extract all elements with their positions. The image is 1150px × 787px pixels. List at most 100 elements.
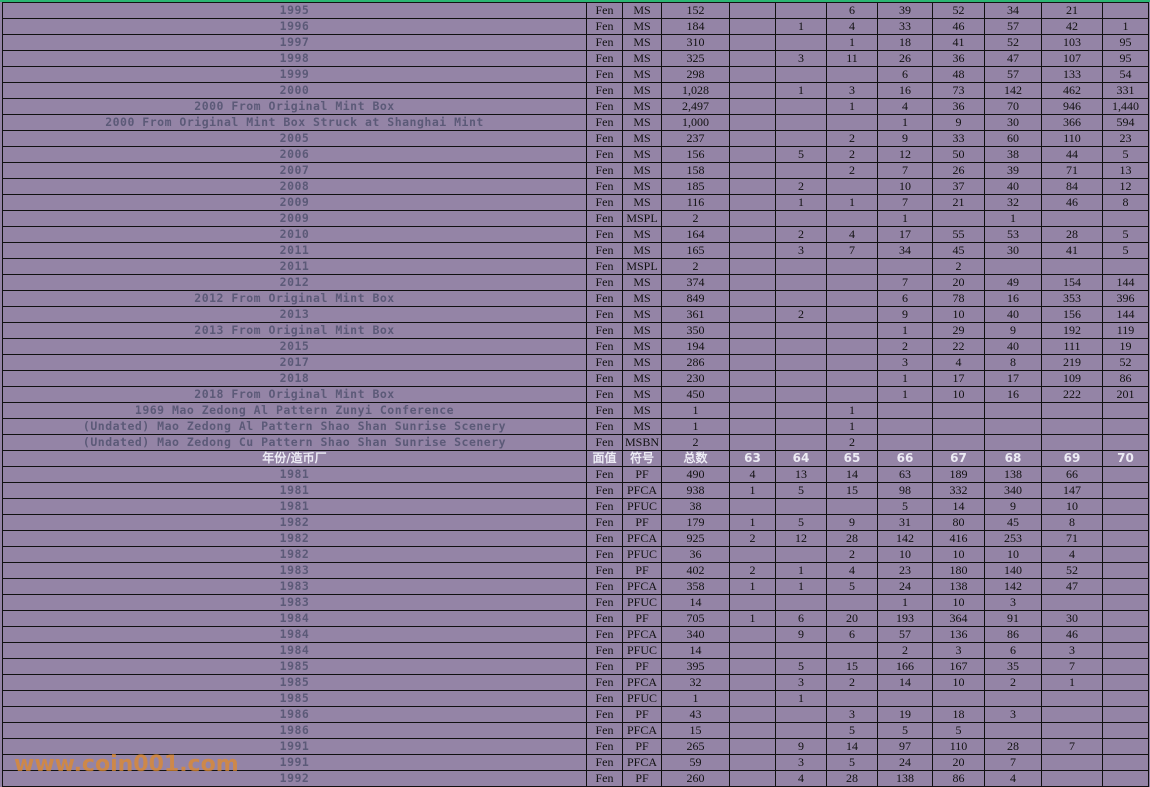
cell-g68[interactable]: 60 bbox=[984, 130, 1042, 147]
cell-g68[interactable]: 49 bbox=[984, 274, 1042, 291]
cell-g70[interactable] bbox=[1102, 498, 1149, 515]
cell-year-mint[interactable]: 2013 From Original Mint Box bbox=[2, 322, 587, 339]
cell-total[interactable]: 116 bbox=[661, 194, 730, 211]
cell-g70[interactable]: 396 bbox=[1102, 290, 1149, 307]
cell-g64[interactable] bbox=[775, 594, 827, 611]
cell-g63[interactable] bbox=[729, 98, 776, 115]
cell-g69[interactable]: 30 bbox=[1041, 610, 1103, 627]
cell-total[interactable]: 185 bbox=[661, 178, 730, 195]
cell-g66[interactable]: 26 bbox=[877, 50, 933, 67]
cell-g65[interactable] bbox=[826, 370, 878, 387]
cell-g64[interactable]: 1 bbox=[775, 82, 827, 99]
cell-year-mint[interactable]: 2017 bbox=[2, 354, 587, 371]
cell-g65[interactable] bbox=[826, 290, 878, 307]
cell-g65[interactable]: 1 bbox=[826, 98, 878, 115]
cell-g64[interactable] bbox=[775, 418, 827, 435]
cell-g70[interactable]: 1 bbox=[1102, 18, 1149, 35]
cell-g69[interactable]: 44 bbox=[1041, 146, 1103, 163]
cell-g70[interactable] bbox=[1102, 562, 1149, 579]
cell-g67[interactable]: 29 bbox=[932, 322, 985, 339]
cell-g67[interactable]: 5 bbox=[932, 722, 985, 739]
cell-g66[interactable]: 39 bbox=[877, 2, 933, 19]
cell-g64[interactable] bbox=[775, 642, 827, 659]
cell-g67[interactable]: 10 bbox=[932, 386, 985, 403]
cell-g64[interactable] bbox=[775, 338, 827, 355]
cell-total[interactable]: 361 bbox=[661, 306, 730, 323]
cell-year-mint[interactable]: 1999 bbox=[2, 66, 587, 83]
cell-g69[interactable]: 28 bbox=[1041, 226, 1103, 243]
cell-g70[interactable] bbox=[1102, 690, 1149, 707]
cell-g69[interactable] bbox=[1041, 402, 1103, 419]
cell-g66[interactable]: 2 bbox=[877, 338, 933, 355]
cell-g66[interactable]: 138 bbox=[877, 770, 933, 787]
cell-g69[interactable]: 219 bbox=[1041, 354, 1103, 371]
header-g65[interactable]: 65 bbox=[826, 450, 878, 467]
cell-g69[interactable]: 111 bbox=[1041, 338, 1103, 355]
cell-year-mint[interactable]: 2010 bbox=[2, 226, 587, 243]
cell-total[interactable]: 310 bbox=[661, 34, 730, 51]
cell-denomination[interactable]: Fen bbox=[586, 162, 623, 179]
cell-g67[interactable]: 3 bbox=[932, 642, 985, 659]
cell-g68[interactable]: 30 bbox=[984, 114, 1042, 131]
cell-g70[interactable]: 8 bbox=[1102, 194, 1149, 211]
cell-g65[interactable]: 11 bbox=[826, 50, 878, 67]
cell-g63[interactable]: 1 bbox=[729, 482, 776, 499]
cell-g70[interactable]: 52 bbox=[1102, 354, 1149, 371]
cell-year-mint[interactable]: 1992 bbox=[2, 770, 587, 787]
cell-g65[interactable]: 2 bbox=[826, 546, 878, 563]
cell-g67[interactable]: 78 bbox=[932, 290, 985, 307]
cell-g68[interactable]: 40 bbox=[984, 338, 1042, 355]
cell-g70[interactable]: 144 bbox=[1102, 306, 1149, 323]
cell-denomination[interactable]: Fen bbox=[586, 50, 623, 67]
cell-year-mint[interactable]: (Undated) Mao Zedong Cu Pattern Shao Sha… bbox=[2, 434, 587, 451]
cell-grade[interactable]: PF bbox=[622, 706, 662, 723]
cell-g68[interactable]: 2 bbox=[984, 674, 1042, 691]
cell-g63[interactable] bbox=[729, 754, 776, 771]
cell-g69[interactable]: 103 bbox=[1041, 34, 1103, 51]
cell-year-mint[interactable]: 2000 From Original Mint Box Struck at Sh… bbox=[2, 114, 587, 131]
cell-g69[interactable]: 3 bbox=[1041, 642, 1103, 659]
header-g64[interactable]: 64 bbox=[775, 450, 827, 467]
cell-grade[interactable]: PF bbox=[622, 466, 662, 483]
cell-total[interactable]: 490 bbox=[661, 466, 730, 483]
cell-g64[interactable] bbox=[775, 66, 827, 83]
cell-grade[interactable]: MS bbox=[622, 242, 662, 259]
header-g67[interactable]: 67 bbox=[932, 450, 985, 467]
cell-total[interactable]: 158 bbox=[661, 162, 730, 179]
cell-g65[interactable] bbox=[826, 322, 878, 339]
cell-g64[interactable] bbox=[775, 34, 827, 51]
cell-g66[interactable]: 1 bbox=[877, 594, 933, 611]
cell-grade[interactable]: MS bbox=[622, 338, 662, 355]
cell-g64[interactable] bbox=[775, 2, 827, 19]
cell-total[interactable]: 358 bbox=[661, 578, 730, 595]
cell-g63[interactable] bbox=[729, 642, 776, 659]
cell-g67[interactable]: 21 bbox=[932, 194, 985, 211]
cell-g65[interactable] bbox=[826, 274, 878, 291]
cell-total[interactable]: 1 bbox=[661, 418, 730, 435]
cell-g69[interactable]: 462 bbox=[1041, 82, 1103, 99]
cell-g68[interactable]: 3 bbox=[984, 594, 1042, 611]
cell-grade[interactable]: MS bbox=[622, 34, 662, 51]
cell-denomination[interactable]: Fen bbox=[586, 706, 623, 723]
cell-denomination[interactable]: Fen bbox=[586, 466, 623, 483]
cell-g64[interactable]: 5 bbox=[775, 146, 827, 163]
cell-g63[interactable] bbox=[729, 274, 776, 291]
cell-year-mint[interactable]: 1983 bbox=[2, 594, 587, 611]
cell-g65[interactable]: 4 bbox=[826, 562, 878, 579]
cell-denomination[interactable]: Fen bbox=[586, 130, 623, 147]
cell-g66[interactable]: 24 bbox=[877, 754, 933, 771]
cell-g68[interactable]: 91 bbox=[984, 610, 1042, 627]
cell-grade[interactable]: MS bbox=[622, 162, 662, 179]
cell-total[interactable]: 2 bbox=[661, 210, 730, 227]
cell-denomination[interactable]: Fen bbox=[586, 274, 623, 291]
cell-g65[interactable] bbox=[826, 594, 878, 611]
cell-g63[interactable] bbox=[729, 50, 776, 67]
cell-g69[interactable]: 222 bbox=[1041, 386, 1103, 403]
cell-g63[interactable] bbox=[729, 706, 776, 723]
cell-g69[interactable]: 71 bbox=[1041, 162, 1103, 179]
cell-g63[interactable] bbox=[729, 290, 776, 307]
cell-grade[interactable]: MS bbox=[622, 18, 662, 35]
cell-total[interactable]: 705 bbox=[661, 610, 730, 627]
cell-year-mint[interactable]: 1985 bbox=[2, 690, 587, 707]
cell-g65[interactable]: 1 bbox=[826, 194, 878, 211]
